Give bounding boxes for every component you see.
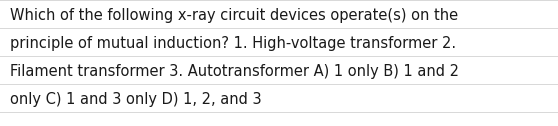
Text: Which of the following x-ray circuit devices operate(s) on the: Which of the following x-ray circuit dev…	[10, 8, 458, 23]
Text: Filament transformer 3. Autotransformer A) 1 only B) 1 and 2: Filament transformer 3. Autotransformer …	[10, 64, 459, 79]
Text: only C) 1 and 3 only D) 1, 2, and 3: only C) 1 and 3 only D) 1, 2, and 3	[10, 92, 262, 107]
Text: principle of mutual induction? 1. High-voltage transformer 2.: principle of mutual induction? 1. High-v…	[10, 36, 456, 51]
